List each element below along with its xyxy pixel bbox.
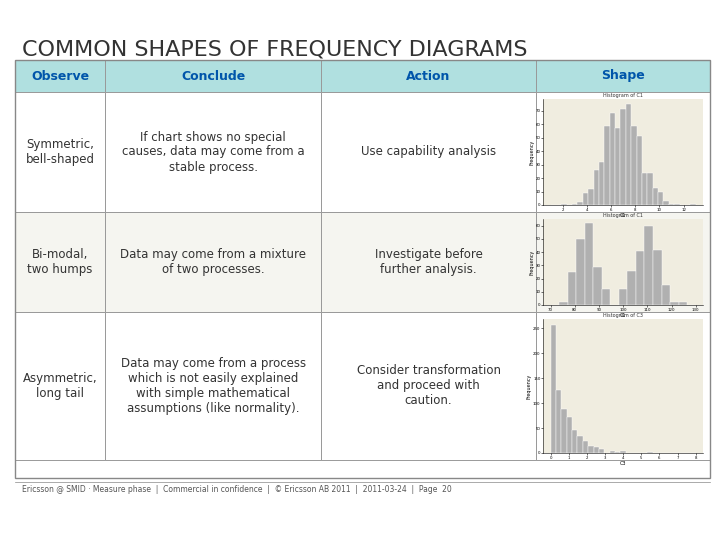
Bar — [567, 417, 572, 453]
Bar — [572, 204, 577, 205]
Bar — [593, 447, 599, 453]
Title: Histogram of C3: Histogram of C3 — [603, 313, 643, 318]
Bar — [610, 113, 615, 205]
Y-axis label: Frequency: Frequency — [529, 249, 534, 275]
Text: Use capability analysis: Use capability analysis — [361, 145, 496, 159]
Text: ε: ε — [677, 15, 690, 35]
Text: Investigate before
further analysis.: Investigate before further analysis. — [374, 248, 482, 276]
Bar — [631, 126, 636, 205]
Text: If chart shows no special
causes, data may come from a
stable process.: If chart shows no special causes, data m… — [122, 131, 305, 173]
Bar — [15, 212, 105, 312]
X-axis label: C1: C1 — [620, 313, 626, 318]
Text: Ericsson @ SMID · Measure phase  |  Commercial in confidence  |  © Ericsson AB 2: Ericsson @ SMID · Measure phase | Commer… — [22, 485, 451, 495]
Bar — [662, 285, 670, 305]
Bar — [619, 289, 627, 305]
Text: Bi-modal,
two humps: Bi-modal, two humps — [27, 248, 93, 276]
Bar — [551, 326, 556, 453]
Bar — [679, 302, 687, 305]
Bar — [658, 192, 663, 205]
Bar — [644, 226, 653, 305]
Bar — [105, 92, 321, 212]
Bar — [690, 204, 696, 205]
Text: ERICSSON: ERICSSON — [670, 40, 697, 45]
Text: Conclude: Conclude — [181, 70, 246, 83]
Title: Histogram of C1: Histogram of C1 — [603, 93, 643, 98]
Bar — [556, 390, 562, 453]
Bar — [610, 451, 615, 453]
Text: Action: Action — [406, 70, 451, 83]
Bar — [582, 193, 588, 205]
Bar — [577, 202, 582, 205]
Bar — [321, 60, 536, 92]
Bar — [588, 446, 593, 453]
Bar — [15, 312, 105, 460]
Bar — [105, 60, 321, 92]
Bar — [562, 204, 567, 205]
Bar — [636, 251, 644, 305]
Bar — [647, 452, 653, 453]
Bar — [15, 60, 105, 92]
Text: Symmetric,
bell-shaped: Symmetric, bell-shaped — [26, 138, 94, 166]
Bar — [674, 204, 680, 205]
Bar — [536, 92, 710, 212]
Bar — [599, 449, 604, 453]
Y-axis label: Frequency: Frequency — [529, 139, 534, 165]
Bar — [653, 249, 662, 305]
Bar — [576, 239, 585, 305]
Bar — [593, 170, 599, 205]
Text: Data may come from a mixture
of two processes.: Data may come from a mixture of two proc… — [120, 248, 306, 276]
Bar — [653, 187, 658, 205]
Bar — [621, 110, 626, 205]
Bar — [636, 137, 642, 205]
Text: Observe: Observe — [31, 70, 89, 83]
Bar — [663, 201, 669, 205]
Bar — [15, 92, 105, 212]
Bar — [626, 104, 631, 205]
Bar — [567, 272, 576, 305]
Bar — [105, 312, 321, 460]
Bar — [621, 450, 626, 453]
Bar — [647, 173, 653, 205]
Bar — [615, 452, 621, 453]
Y-axis label: Frequency: Frequency — [526, 373, 531, 399]
Bar — [577, 436, 582, 453]
Bar — [604, 126, 610, 205]
Text: COMMON SHAPES OF FREQUENCY DIAGRAMS: COMMON SHAPES OF FREQUENCY DIAGRAMS — [22, 40, 528, 60]
Text: Data may come from a process
which is not easily explained
with simple mathemati: Data may come from a process which is no… — [120, 357, 305, 415]
Bar — [572, 430, 577, 453]
Bar — [642, 173, 647, 205]
Title: Histogram of C1: Histogram of C1 — [603, 213, 643, 218]
X-axis label: C1: C1 — [620, 213, 626, 218]
Bar — [105, 212, 321, 312]
Bar — [562, 409, 567, 453]
Bar — [670, 302, 679, 305]
Text: Shape: Shape — [601, 70, 645, 83]
Bar — [669, 204, 674, 205]
Bar — [536, 312, 710, 460]
Bar — [593, 267, 602, 305]
Bar — [559, 302, 567, 305]
Text: Asymmetric,
long tail: Asymmetric, long tail — [23, 372, 97, 400]
Bar — [602, 289, 611, 305]
Bar — [15, 60, 710, 478]
Bar — [536, 60, 710, 92]
Bar — [615, 129, 621, 205]
Bar — [536, 212, 710, 312]
Bar — [321, 312, 536, 460]
Bar — [588, 189, 593, 205]
Bar — [599, 162, 604, 205]
Text: Consider transformation
and proceed with
caution.: Consider transformation and proceed with… — [356, 364, 500, 408]
Bar — [627, 271, 636, 305]
Bar — [585, 223, 593, 305]
Bar — [582, 441, 588, 453]
X-axis label: C3: C3 — [620, 461, 626, 466]
Bar — [321, 212, 536, 312]
Bar — [321, 92, 536, 212]
